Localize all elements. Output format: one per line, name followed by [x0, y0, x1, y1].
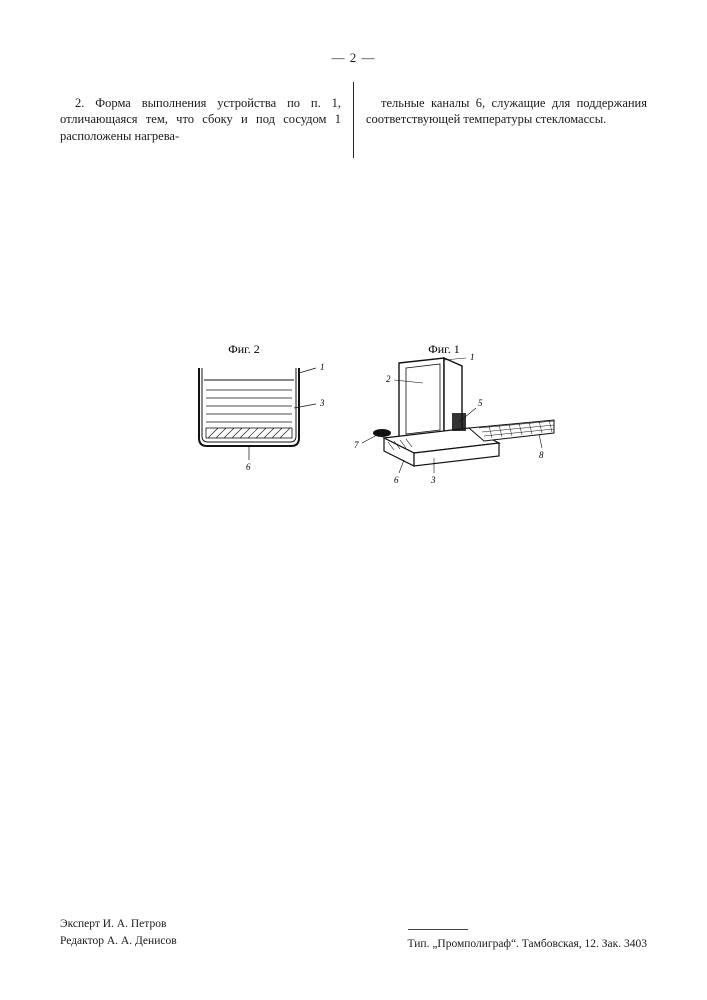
body-paragraph-left: 2. Форма выполнения устройства по п. 1, …: [60, 95, 341, 146]
patent-page: — 2 — 2. Форма выполнения устройства по …: [0, 0, 707, 1000]
footer-rule: [408, 929, 468, 930]
fig1-label: Фиг. 1: [428, 342, 459, 356]
column-left: 2. Форма выполнения устройства по п. 1, …: [60, 82, 353, 158]
page-number: — 2 —: [60, 50, 647, 66]
fig1-callout-7: 7: [354, 440, 359, 450]
footer-right: Тип. „Промполиграф“. Тамбовская, 12. Зак…: [408, 925, 647, 950]
fig2-label: Фиг. 2: [228, 342, 259, 356]
fig1-callout-8: 8: [539, 450, 544, 460]
typography-line: Тип. „Промполиграф“. Тамбовская, 12. Зак…: [408, 938, 647, 950]
figures-svg: Фиг. 2: [144, 338, 564, 508]
body-paragraph-right: тельные каналы 6, служащие для поддержан…: [366, 95, 647, 129]
fig1-callout-2: 2: [386, 374, 391, 384]
fig2-callout-3: 3: [319, 398, 325, 408]
page-footer: Эксперт И. А. Петров Редактор А. А. Дени…: [60, 916, 647, 951]
fig2-callout-1: 1: [320, 362, 325, 372]
column-right: тельные каналы 6, служащие для поддержан…: [354, 82, 647, 158]
fig1-callout-5: 5: [478, 398, 483, 408]
fig1-group: Фиг. 1: [354, 342, 554, 485]
fig2-callout-6: 6: [246, 462, 251, 472]
fig2-group: Фиг. 2: [199, 342, 325, 472]
two-column-body: 2. Форма выполнения устройства по п. 1, …: [60, 82, 647, 158]
fig1-callout-6: 6: [394, 475, 399, 485]
fig1-callout-3: 3: [430, 475, 436, 485]
fig1-callout-1: 1: [470, 352, 475, 362]
figures-block: Фиг. 2: [60, 338, 647, 508]
